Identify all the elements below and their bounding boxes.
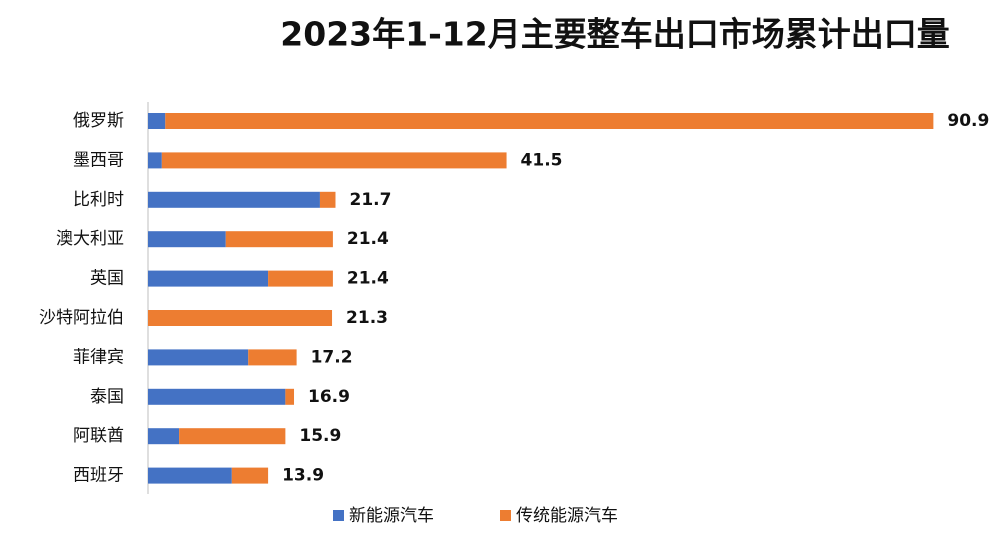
y-tick-label: 菲律宾 — [73, 347, 124, 367]
total-label: 16.9 — [308, 387, 350, 407]
bar-segment — [165, 113, 934, 129]
y-tick-label: 沙特阿拉伯 — [39, 308, 124, 328]
bar-segment — [268, 270, 333, 287]
bar-segment — [161, 152, 507, 169]
bar-segment — [148, 191, 320, 208]
total-label: 13.9 — [282, 466, 324, 486]
bar-segment — [225, 231, 333, 248]
total-label: 21.7 — [349, 190, 391, 210]
total-label: 15.9 — [299, 426, 341, 446]
total-label: 21.4 — [347, 269, 389, 289]
legend-swatch — [333, 510, 344, 521]
bar-segment — [248, 349, 297, 366]
y-tick-label: 俄罗斯 — [73, 111, 124, 131]
total-label: 21.3 — [346, 308, 388, 328]
bar-segment — [148, 388, 286, 405]
bar-segment — [148, 310, 333, 326]
total-label: 41.5 — [521, 150, 563, 170]
y-tick-label: 墨西哥 — [73, 150, 124, 170]
y-tick-label: 比利时 — [73, 190, 124, 210]
y-tick-label: 澳大利亚 — [56, 229, 124, 249]
y-tick-label: 泰国 — [90, 387, 124, 407]
bar-segment — [148, 349, 249, 366]
y-tick-label: 阿联酋 — [73, 426, 124, 446]
total-label: 17.2 — [311, 347, 353, 367]
bar-segment — [179, 428, 286, 445]
bar-segment — [148, 270, 269, 287]
bar-segment — [231, 467, 269, 484]
bar-segment — [319, 191, 336, 208]
bar-segment — [148, 428, 180, 445]
bar-segment — [148, 231, 226, 248]
total-label: 90.9 — [947, 111, 989, 131]
bar-segment — [148, 467, 232, 484]
y-tick-label: 英国 — [90, 269, 124, 289]
bar-segment — [285, 388, 295, 405]
bar-segment — [148, 152, 162, 169]
legend-label: 传统能源汽车 — [516, 506, 618, 526]
bar-segment — [148, 113, 166, 129]
chart-title: 2023年1-12月主要整车出口市场累计出口量 — [280, 15, 949, 54]
y-tick-label: 西班牙 — [73, 466, 124, 486]
legend-swatch — [500, 510, 511, 521]
legend-label: 新能源汽车 — [349, 506, 434, 526]
total-label: 21.4 — [347, 229, 389, 249]
